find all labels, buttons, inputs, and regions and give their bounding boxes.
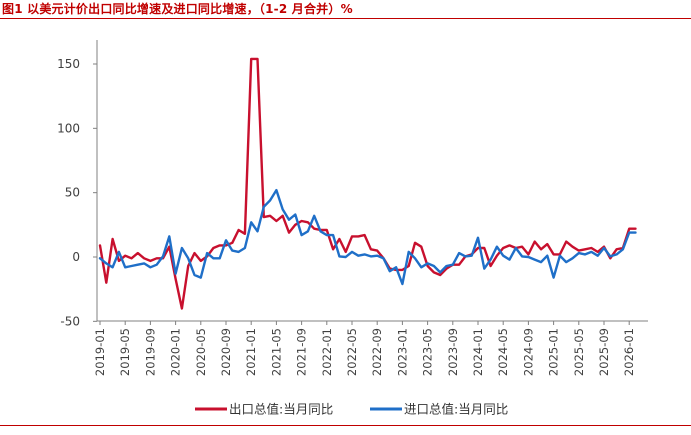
x-tick-label: 2020-05 — [194, 328, 208, 376]
x-tick-label: 2019-01 — [93, 328, 107, 376]
x-tick-label: 2021-01 — [244, 328, 258, 376]
x-tick-labels: 2019-01 2019-05 2019-09 2020-01 2020-05 2020-… — [93, 321, 636, 376]
x-tick-label: 2020-09 — [219, 328, 233, 376]
y-tick-label: -50 — [60, 314, 80, 328]
x-tick-label: 2019-09 — [143, 328, 157, 376]
x-tick-label: 2022-01 — [320, 328, 334, 376]
x-tick-label: 2026-01 — [622, 328, 636, 376]
x-tick-label: 2020-01 — [169, 328, 183, 376]
y-tick-label: 0 — [72, 250, 80, 264]
bottom-rule — [0, 425, 691, 426]
chart-title: 图1 以美元计价出口同比增速及进口同比增速，（1-2 月合并）% — [2, 2, 353, 16]
x-tick-label: 2025-05 — [572, 328, 586, 376]
x-tick-label: 2025-01 — [547, 328, 561, 376]
x-tick-label: 2023-05 — [421, 328, 435, 376]
x-tick-label: 2024-09 — [521, 328, 535, 376]
legend-export-label: 出口总值:当月同比 — [229, 402, 333, 417]
x-tick-label: 2021-09 — [295, 328, 309, 376]
x-tick-label: 2019-05 — [118, 328, 132, 376]
series-lines — [98, 57, 637, 310]
x-tick-label: 2023-09 — [446, 328, 460, 376]
legend: 出口总值:当月同比 进口总值:当月同比 — [195, 402, 508, 417]
x-tick-label: 2024-05 — [496, 328, 510, 376]
y-tick-label: 50 — [65, 186, 80, 200]
axes — [96, 40, 648, 322]
y-tick-label: 100 — [57, 121, 80, 135]
import-series-line — [98, 188, 637, 286]
y-tick-label: 150 — [57, 57, 80, 71]
x-tick-label: 2023-01 — [395, 328, 409, 376]
x-tick-label: 2022-09 — [370, 328, 384, 376]
x-tick-label: 2025-09 — [597, 328, 611, 376]
y-tick-labels: -50 0 50 100 150 — [57, 57, 97, 328]
legend-import-label: 进口总值:当月同比 — [404, 402, 508, 417]
x-tick-label: 2021-05 — [269, 328, 283, 376]
x-tick-label: 2022-05 — [345, 328, 359, 376]
x-tick-label: 2024-01 — [471, 328, 485, 376]
title-rule — [0, 18, 691, 19]
